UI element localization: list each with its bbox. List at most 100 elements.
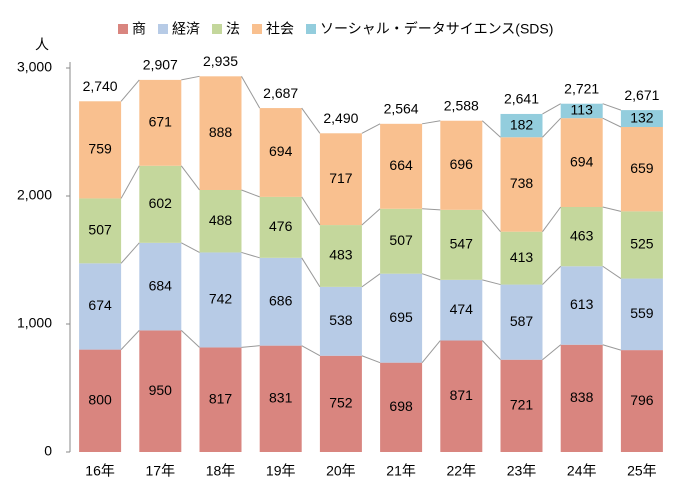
x-tick-label: 20年 [326, 463, 356, 479]
series-line [181, 242, 200, 253]
series-line [301, 345, 321, 357]
data-label: 674 [88, 297, 112, 313]
bar-segment [620, 110, 663, 128]
bar-segment [440, 209, 483, 280]
bar-segment [259, 345, 302, 452]
data-label: 476 [269, 218, 293, 234]
series-line [361, 208, 381, 226]
bar-segment [380, 123, 423, 209]
bar-segment [259, 108, 302, 197]
data-label: 694 [269, 143, 293, 159]
series-line [361, 123, 381, 134]
data-label: 483 [329, 247, 353, 263]
series-line [542, 344, 562, 361]
bar-segment [319, 355, 362, 452]
series-line [241, 251, 260, 259]
legend-swatch [158, 24, 168, 34]
bar-segment [319, 286, 362, 356]
series-line [361, 355, 381, 364]
series-line [422, 120, 441, 125]
bar-segment [440, 279, 483, 341]
total-label: 2,588 [444, 97, 479, 113]
bar-segment [560, 118, 603, 208]
x-tick-label: 22年 [447, 463, 477, 479]
data-label: 559 [630, 305, 654, 321]
bar-segment [380, 362, 423, 452]
data-label: 717 [329, 170, 353, 186]
y-tick-label: 2,000 [17, 187, 52, 203]
total-label: 2,671 [624, 87, 659, 103]
bar-segment [620, 127, 663, 212]
data-label: 871 [450, 387, 474, 403]
data-label: 671 [149, 114, 173, 130]
series-line [481, 120, 501, 138]
data-label: 742 [209, 291, 233, 307]
x-tick-label: 19年 [266, 463, 296, 479]
bar-segment [500, 137, 543, 232]
bar-segment [139, 165, 182, 243]
data-label: 738 [510, 175, 534, 191]
bar-segment [440, 340, 483, 452]
series-line [421, 273, 441, 281]
data-label: 694 [570, 153, 594, 169]
bar-segment [139, 79, 182, 166]
bar-segment [199, 76, 242, 190]
bar-segment [199, 189, 242, 253]
legend-label: 商 [132, 21, 146, 37]
bar-segment [620, 211, 663, 279]
data-label: 695 [389, 309, 413, 325]
total-label: 2,721 [564, 80, 599, 96]
series-line [602, 117, 622, 128]
bar-segment [259, 257, 302, 346]
data-label: 817 [209, 390, 233, 406]
series-line [120, 330, 140, 350]
data-label: 796 [630, 392, 654, 408]
x-tick-label: 25年 [627, 463, 657, 479]
data-label: 752 [329, 395, 353, 411]
bar-segment [319, 133, 362, 226]
series-line [542, 265, 562, 285]
x-tick-label: 24年 [567, 463, 597, 479]
bar-segment [440, 120, 483, 210]
series-line [482, 279, 501, 286]
data-label: 507 [88, 222, 112, 238]
series-line [421, 340, 441, 363]
data-label: 888 [209, 124, 233, 140]
data-label: 664 [389, 157, 413, 173]
series-line [180, 165, 200, 191]
series-line [120, 165, 140, 199]
data-label: 613 [570, 296, 594, 312]
bar-segment [500, 359, 543, 452]
data-label: 759 [88, 141, 112, 157]
series-line [602, 206, 622, 212]
bar-segment [620, 278, 663, 351]
series-line [481, 209, 501, 233]
total-label: 2,687 [263, 85, 298, 101]
legend-label: 経済 [172, 21, 200, 37]
series-line [120, 242, 140, 264]
bar-segment [500, 284, 543, 360]
data-label: 463 [570, 227, 594, 243]
series-line [542, 117, 562, 138]
data-label: 721 [510, 397, 534, 413]
bar-segment [139, 242, 182, 331]
bar-segment [199, 347, 242, 452]
bar-segment [79, 101, 122, 199]
data-label: 132 [630, 109, 654, 125]
bar-segment [79, 349, 122, 452]
series-line [361, 273, 381, 288]
bar-segment [560, 207, 603, 267]
data-label: 698 [389, 398, 413, 414]
series-line [422, 208, 441, 211]
data-label: 602 [149, 195, 173, 211]
series-line [542, 103, 561, 115]
data-label: 113 [571, 102, 594, 118]
data-label: 547 [450, 236, 474, 252]
y-unit: 人 [35, 37, 49, 53]
data-label: 838 [570, 389, 594, 405]
legend-swatch [306, 24, 316, 34]
series-line [542, 206, 562, 233]
bar-segment [560, 344, 603, 452]
data-label: 831 [269, 390, 293, 406]
